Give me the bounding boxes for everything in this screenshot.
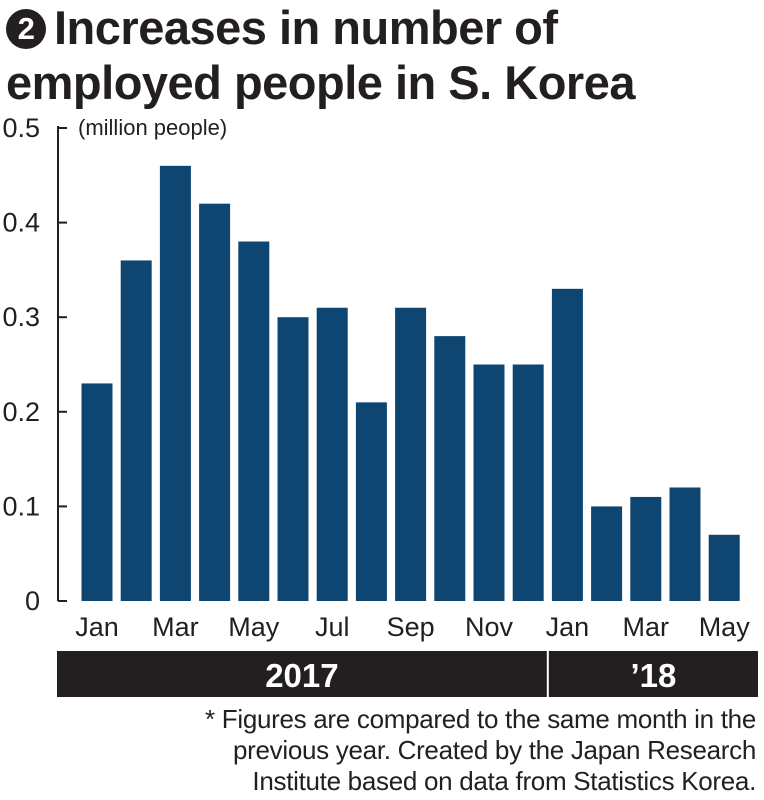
y-tick-label: 0.2 [2, 397, 40, 427]
bar [473, 364, 505, 601]
bar [630, 496, 662, 601]
bar-chart: 0 0.1 0.2 0.3 0.4 0.5 (million people) Jan Mar Ma… [2, 113, 758, 697]
footnote: * Figures are compared to the same month… [16, 704, 756, 797]
y-tick-label: 0.4 [2, 208, 40, 238]
title-line-2: employed people in S. Korea [6, 56, 636, 109]
footnote-line-3: Institute based on data from Statistics … [252, 766, 756, 796]
bar [591, 506, 623, 601]
x-tick-label: Mar [152, 612, 199, 642]
year-band [548, 651, 758, 697]
figure-number-badge: 2 [6, 9, 46, 49]
x-tick-label: May [699, 612, 751, 642]
x-tick-label: May [228, 612, 280, 642]
bar [277, 317, 309, 601]
bar [316, 307, 348, 601]
x-tick-label: Sep [387, 612, 435, 642]
x-tick-label: Mar [623, 612, 670, 642]
bar [81, 383, 113, 601]
y-tick-label: 0.1 [2, 491, 40, 521]
x-tick-label: Jan [75, 612, 119, 642]
bar [395, 307, 427, 601]
year-band [57, 651, 547, 697]
title-text-1: Increases in number of [54, 1, 558, 54]
x-tick-label: Nov [465, 612, 514, 642]
title-line-1: 2 Increases in number of [6, 0, 762, 55]
bar [512, 364, 544, 601]
bar [669, 487, 701, 601]
bar [159, 165, 191, 601]
footnote-line-1: * Figures are compared to the same month… [205, 704, 756, 734]
x-tick-label: Jul [315, 612, 350, 642]
footnote-line-2: previous year. Created by the Japan Rese… [233, 735, 756, 765]
year-band-label: ’18 [630, 657, 676, 694]
x-tick-label: Jan [546, 612, 590, 642]
bar [551, 288, 583, 601]
y-tick-label: 0.5 [2, 113, 40, 143]
year-band-label: 2017 [265, 657, 338, 694]
y-tick-label: 0 [25, 586, 40, 616]
bar [708, 534, 740, 601]
y-axis-unit-label: (million people) [78, 115, 227, 140]
bar [238, 241, 270, 601]
y-tick-label: 0.3 [2, 302, 40, 332]
bar [120, 260, 152, 601]
bar [199, 203, 231, 601]
bar [355, 402, 387, 601]
chart-title: 2 Increases in number of employed people … [6, 0, 762, 110]
bar [434, 336, 466, 601]
